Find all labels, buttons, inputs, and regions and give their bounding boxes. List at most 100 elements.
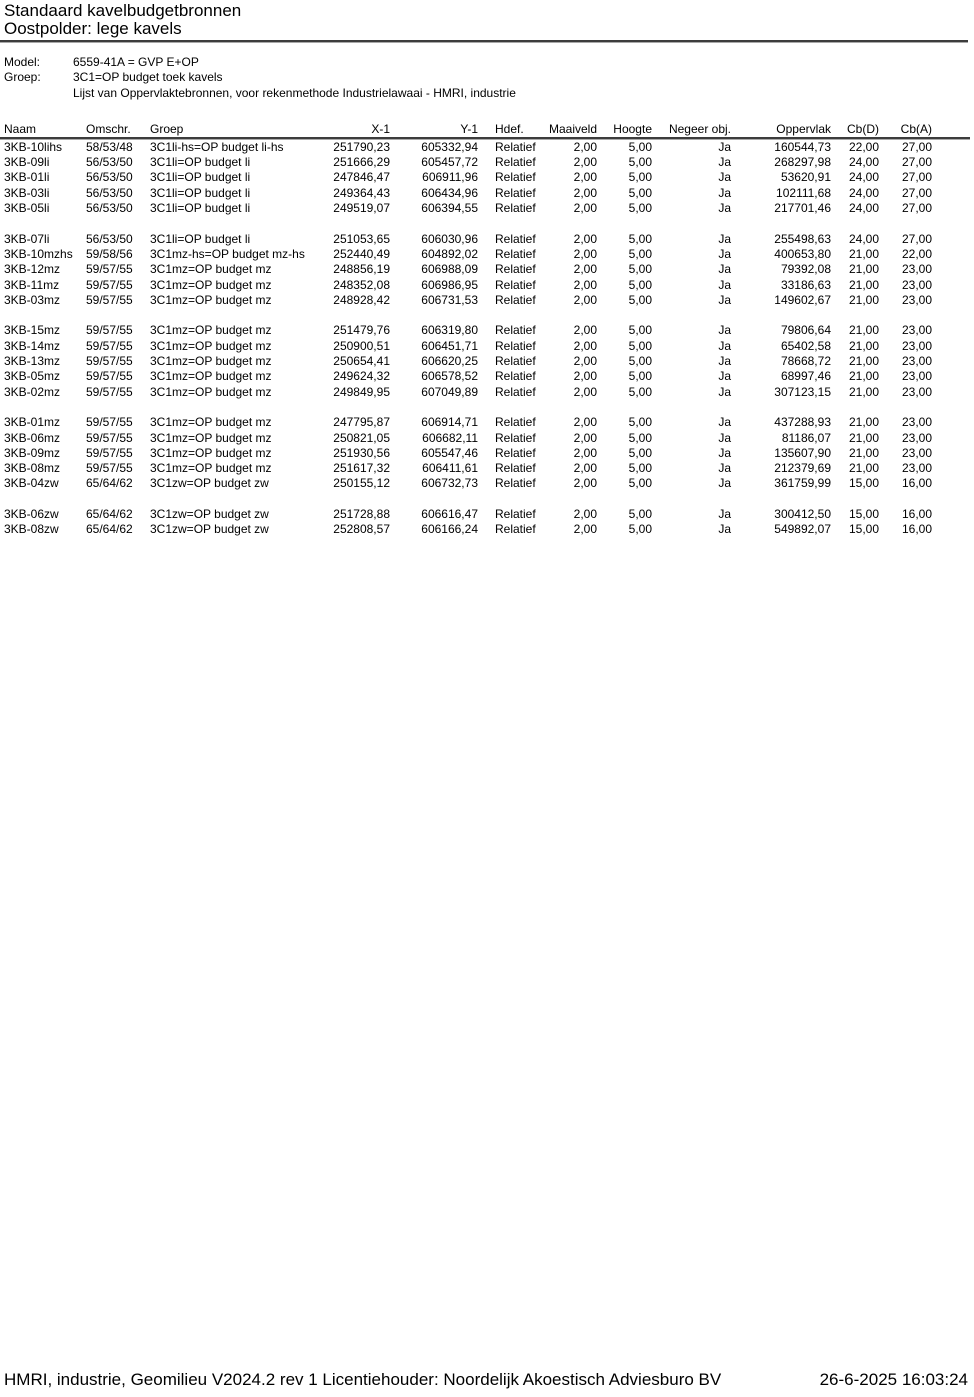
cell-hdef: Relatief	[495, 507, 536, 522]
groep-value: 3C1=OP budget toek kavels	[73, 70, 223, 85]
cell-y1: 606986,95	[421, 277, 478, 292]
cell-naam: 3KB-04zw	[4, 476, 59, 491]
cell-x1: 249624,32	[333, 369, 390, 384]
cell-cbd: 21,00	[848, 461, 879, 476]
cell-naam: 3KB-05mz	[4, 369, 61, 384]
cell-negeer_obj: Ja	[718, 354, 731, 369]
cell-maaiveld: 2,00	[573, 522, 597, 537]
cell-omschr: 65/64/62	[86, 476, 133, 491]
cell-naam: 3KB-10lihs	[4, 139, 63, 154]
cell-x1: 250821,05	[333, 430, 390, 445]
cell-cbd: 15,00	[848, 507, 879, 522]
cell-negeer_obj: Ja	[718, 170, 731, 185]
cell-maaiveld: 2,00	[573, 384, 597, 399]
cell-naam: 3KB-09li	[4, 155, 50, 170]
cell-oppervlak: 79806,64	[780, 323, 831, 338]
column-header-maaiveld: Maaiveld	[545, 120, 597, 139]
cell-oppervlak: 79392,08	[780, 262, 831, 277]
cell-cba: 23,00	[901, 384, 932, 399]
table-row: 3KB-06mz 59/57/55 3C1mz=OP budget mz 250821…	[0, 431, 970, 446]
table-row: 3KB-04zw 65/64/62 3C1zw=OP budget zw 250155…	[0, 476, 970, 491]
report-header: Standaard kavelbudgetbronnen Oostpolder:…	[0, 0, 974, 38]
cell-x1: 251790,23	[333, 139, 390, 154]
cell-cba: 16,00	[901, 476, 932, 491]
cell-y1: 606166,24	[421, 522, 478, 537]
page-title: Standaard kavelbudgetbronnen	[4, 1, 242, 20]
cell-y1: 606451,71	[421, 338, 478, 353]
table-row: 3KB-10lihs 58/53/48 3C1li-hs=OP budget li-…	[0, 140, 970, 155]
cell-oppervlak: 160544,73	[774, 139, 831, 154]
groep-label: Groep:	[4, 70, 41, 85]
cell-omschr: 59/57/55	[86, 415, 133, 430]
cell-hdef: Relatief	[495, 323, 536, 338]
cell-cba: 23,00	[901, 323, 932, 338]
cell-groep: 3C1mz=OP budget mz	[150, 277, 272, 292]
model-value: 6559-41A = GVP E+OP	[73, 55, 199, 69]
cell-x1: 251617,32	[333, 461, 390, 476]
cell-maaiveld: 2,00	[573, 277, 597, 292]
column-header-oppervlak: Oppervlak	[731, 120, 831, 139]
cell-maaiveld: 2,00	[573, 415, 597, 430]
cell-cbd: 21,00	[848, 369, 879, 384]
cell-filler	[932, 170, 970, 185]
column-header-negeer_obj: Negeer obj.	[652, 120, 731, 139]
cell-maaiveld: 2,00	[573, 461, 597, 476]
cell-omschr: 56/53/50	[86, 170, 133, 185]
cell-oppervlak: 437288,93	[774, 415, 831, 430]
cell-x1: 249364,43	[333, 185, 390, 200]
cell-cbd: 15,00	[848, 522, 879, 537]
cell-x1: 248352,08	[333, 277, 390, 292]
cell-naam: 3KB-12mz	[4, 262, 61, 277]
cell-omschr: 56/53/50	[86, 185, 133, 200]
cell-y1: 606732,73	[421, 476, 478, 491]
cell-hoogte: 5,00	[628, 445, 652, 460]
cell-hoogte: 5,00	[628, 277, 652, 292]
cell-hoogte: 5,00	[628, 201, 652, 216]
cell-groep: 3C1mz=OP budget mz	[150, 292, 272, 307]
page-subtitle: Oostpolder: lege kavels	[4, 19, 182, 38]
meta-row-description: Lijst van Oppervlaktebronnen, voor reken…	[4, 86, 974, 101]
cell-y1: 605547,46	[421, 445, 478, 460]
cell-negeer_obj: Ja	[718, 461, 731, 476]
cell-oppervlak: 65402,58	[780, 338, 831, 353]
sources-table: Naam Omschr. Groep X-1 Y-1 Hdef. Maaiveld Hoogt…	[0, 120, 970, 538]
cell-negeer_obj: Ja	[718, 277, 731, 292]
cell-y1: 606394,55	[421, 201, 478, 216]
cell-groep: 3C1li=OP budget li	[150, 201, 251, 216]
cell-cbd: 21,00	[848, 338, 879, 353]
cell-omschr: 59/57/55	[86, 277, 133, 292]
cell-filler	[932, 446, 970, 461]
cell-negeer_obj: Ja	[718, 507, 731, 522]
cell-cba: 27,00	[901, 155, 932, 170]
cell-y1: 605332,94	[421, 139, 478, 154]
column-header-naam: Naam	[0, 120, 86, 139]
cell-hoogte: 5,00	[628, 262, 652, 277]
cell-omschr: 58/53/48	[86, 139, 133, 154]
cell-hdef: Relatief	[495, 461, 536, 476]
cell-hdef: Relatief	[495, 430, 536, 445]
cell-omschr: 56/53/50	[86, 201, 133, 216]
cell-cba: 23,00	[901, 445, 932, 460]
cell-maaiveld: 2,00	[573, 185, 597, 200]
group-spacer-row	[0, 400, 970, 415]
cell-omschr: 65/64/62	[86, 522, 133, 537]
cell-groep: 3C1li=OP budget li	[150, 170, 251, 185]
cell-omschr: 59/57/55	[86, 461, 133, 476]
cell-cbd: 24,00	[848, 185, 879, 200]
cell-cbd: 24,00	[848, 201, 879, 216]
cell-cbd: 21,00	[848, 430, 879, 445]
cell-maaiveld: 2,00	[573, 507, 597, 522]
cell-y1: 606911,96	[422, 170, 478, 185]
cell-maaiveld: 2,00	[573, 201, 597, 216]
cell-naam: 3KB-07li	[4, 231, 50, 246]
cell-oppervlak: 68997,46	[780, 369, 831, 384]
cell-omschr: 59/58/56	[86, 246, 133, 261]
cell-negeer_obj: Ja	[718, 369, 731, 384]
cell-hoogte: 5,00	[628, 369, 652, 384]
column-header-y1: Y-1	[390, 120, 478, 139]
cell-omschr: 56/53/50	[86, 155, 133, 170]
cell-oppervlak: 53620,91	[780, 170, 831, 185]
cell-x1: 248856,19	[333, 262, 390, 277]
cell-oppervlak: 102111,68	[776, 185, 831, 200]
